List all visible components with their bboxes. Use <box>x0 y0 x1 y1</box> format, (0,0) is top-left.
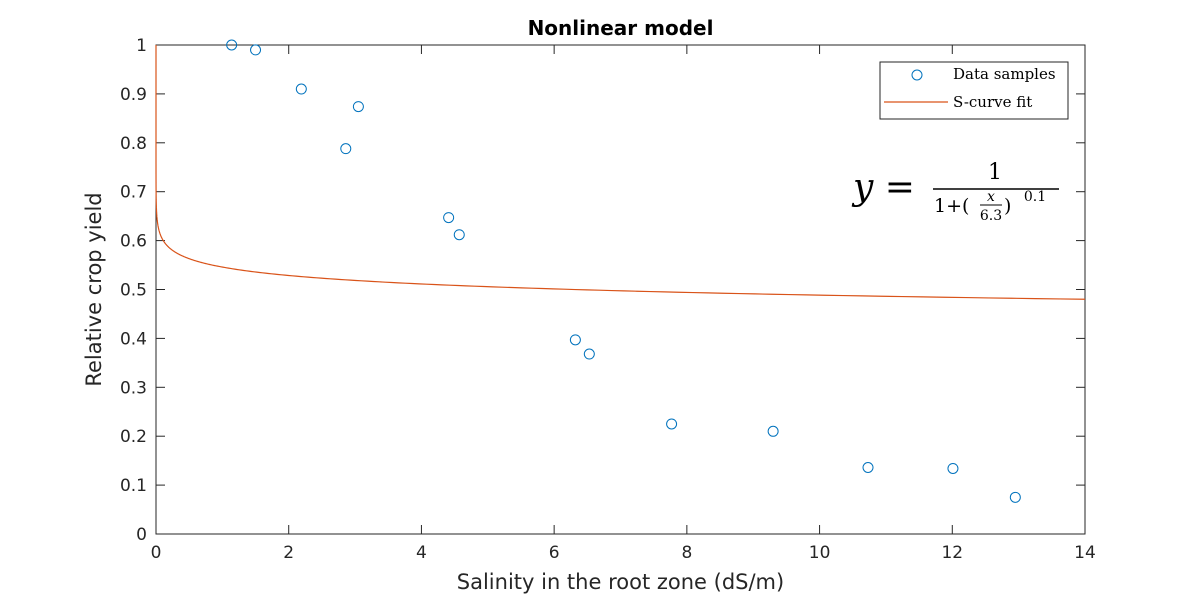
equation-numerator: 1 <box>988 160 1002 185</box>
data-point <box>352 101 364 113</box>
data-point <box>947 462 959 474</box>
x-tick-label: 6 <box>549 543 560 563</box>
data-point <box>226 39 238 51</box>
data-point <box>443 212 455 224</box>
equation-denominator-prefix: 1+( <box>934 195 969 217</box>
chart-title: Nonlinear model <box>528 16 714 40</box>
y-tick-label: 0.7 <box>120 183 147 203</box>
data-point <box>250 44 262 56</box>
legend: Data samples S-curve fit <box>879 61 1069 120</box>
data-point <box>1009 491 1021 503</box>
legend-label-s-curve-fit: S-curve fit <box>953 93 1032 111</box>
legend-label-data-samples: Data samples <box>953 65 1056 83</box>
equation-inner-denominator: 6.3 <box>980 208 1002 224</box>
fit-curve-line <box>155 45 1086 300</box>
x-axis-ticks: 0 2 4 6 8 10 12 14 <box>151 45 1096 563</box>
x-tick-label: 0 <box>151 543 162 563</box>
y-tick-label: 0.1 <box>120 476 147 496</box>
plot-box <box>155 44 1086 535</box>
equation-denominator-suffix: ) <box>1004 195 1011 217</box>
data-point <box>295 83 307 95</box>
x-tick-label: 10 <box>809 543 831 563</box>
legend-marker-data-samples <box>911 69 923 81</box>
equation-inner-numerator: x <box>987 189 995 205</box>
x-tick-label: 4 <box>416 543 427 563</box>
y-tick-label: 0.3 <box>120 378 147 398</box>
equation-lhs: y = <box>851 167 915 208</box>
y-tick-label: 0.4 <box>120 329 147 349</box>
x-tick-label: 12 <box>941 543 963 563</box>
y-tick-label: 0.2 <box>120 427 147 447</box>
x-tick-label: 2 <box>283 543 294 563</box>
x-axis-label: Salinity in the root zone (dS/m) <box>457 570 784 594</box>
y-axis-label: Relative crop yield <box>82 192 106 386</box>
data-point <box>767 425 779 437</box>
y-axis-ticks: 0 0.1 0.2 0.3 0.4 0.5 0.6 0.7 0.8 0.9 1 <box>120 36 1085 545</box>
x-tick-label: 8 <box>681 543 692 563</box>
data-point <box>583 348 595 360</box>
data-point <box>569 334 581 346</box>
series-layer <box>155 39 1086 503</box>
y-tick-label: 1 <box>136 36 147 56</box>
equation-exponent: 0.1 <box>1024 189 1046 205</box>
equation-annotation: y = 1 1+( x 6.3 ) 0.1 <box>851 160 1059 224</box>
data-point <box>340 143 352 155</box>
x-tick-label: 14 <box>1074 543 1096 563</box>
data-point <box>453 229 465 241</box>
legend-box <box>879 61 1069 120</box>
y-tick-label: 0.8 <box>120 134 147 154</box>
y-tick-label: 0.9 <box>120 85 147 105</box>
plot-area <box>156 45 1085 534</box>
data-point <box>862 461 874 473</box>
y-tick-label: 0 <box>136 525 147 545</box>
data-point <box>666 418 678 430</box>
y-tick-label: 0.6 <box>120 232 147 252</box>
y-tick-label: 0.5 <box>120 281 147 301</box>
